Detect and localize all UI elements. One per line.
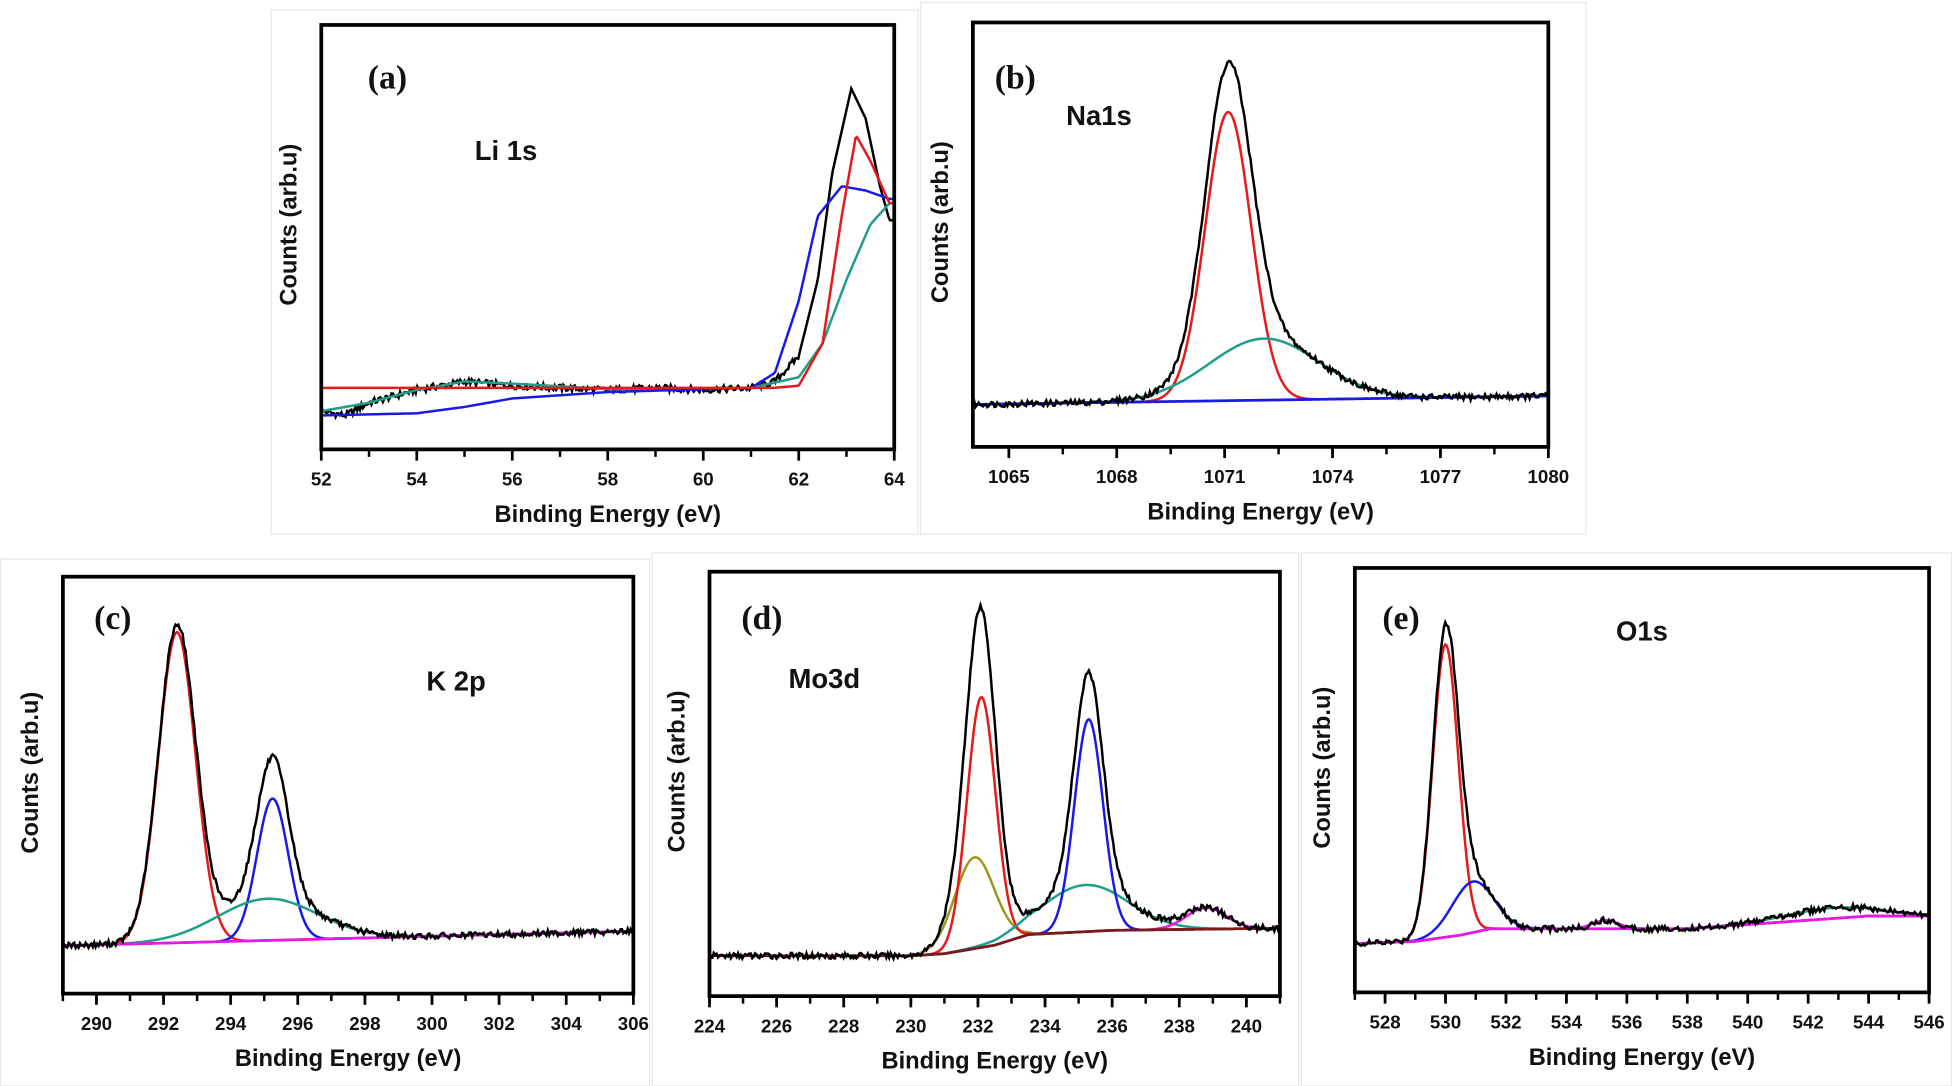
x-tick-label: 542 <box>1793 1012 1824 1033</box>
x-tick-label: 64 <box>884 469 905 490</box>
element-annotation: Na1s <box>1066 100 1132 131</box>
x-axis: 528 530 532 534 536 538 540 542 544 546 <box>1353 992 1945 1033</box>
element-annotation: O1s <box>1616 615 1668 646</box>
x-tick-label: 292 <box>148 1013 179 1034</box>
x-axis-title: Binding Energy (eV) <box>495 502 722 528</box>
x-axis: 52 54 56 58 60 62 64 <box>311 449 905 490</box>
x-tick-label: 546 <box>1913 1012 1944 1033</box>
element-annotation: Li 1s <box>475 135 538 166</box>
x-axis: 1065 1068 1071 1074 1077 1080 <box>988 446 1570 487</box>
panel-label: (a) <box>368 60 407 97</box>
x-tick-label: 306 <box>618 1013 649 1034</box>
x-tick-label: 232 <box>962 1015 993 1036</box>
x-tick-label: 228 <box>828 1015 859 1036</box>
x-tick-label: 532 <box>1490 1012 1521 1033</box>
plot-area <box>61 622 634 951</box>
panel-b: 1065 1068 1071 1074 1077 1080 Binding Energy (… <box>919 1 1587 535</box>
panel-background <box>270 9 919 535</box>
y-axis-title: Counts (arb.u) <box>928 141 954 303</box>
element-annotation: K 2p <box>426 665 486 696</box>
x-tick-label: 294 <box>215 1013 247 1034</box>
x-tick-label: 234 <box>1029 1015 1061 1036</box>
plot-area <box>1353 618 1930 948</box>
y-axis-title: Counts (arb.u) <box>276 144 302 306</box>
x-tick-label: 304 <box>551 1013 583 1034</box>
experimental-spectrum <box>61 622 634 951</box>
x-tick-label: 224 <box>694 1015 726 1036</box>
fit-line-1 <box>321 201 895 413</box>
x-tick-label: 290 <box>81 1013 112 1034</box>
fit-line-3 <box>321 135 895 390</box>
x-axis-title: Binding Energy (eV) <box>1529 1045 1756 1071</box>
x-tick-label: 528 <box>1369 1012 1400 1033</box>
x-tick-label: 530 <box>1430 1012 1461 1033</box>
x-tick-label: 1077 <box>1420 466 1462 487</box>
x-tick-label: 60 <box>693 469 714 490</box>
plot-area <box>708 600 1282 963</box>
panel-label: (c) <box>94 600 131 637</box>
y-axis-title: Counts (arb.u) <box>18 692 44 854</box>
x-tick-label: 52 <box>311 469 332 490</box>
x-tick-label: 62 <box>788 469 809 490</box>
x-axis: 224 226 228 230 232 234 236 238 240 <box>694 996 1282 1036</box>
experimental-spectrum <box>971 59 1550 410</box>
plot-area <box>971 59 1550 410</box>
experimental-spectrum <box>1353 618 1930 948</box>
x-tick-label: 56 <box>502 469 523 490</box>
x-tick-label: 238 <box>1164 1015 1195 1036</box>
x-tick-label: 538 <box>1672 1012 1703 1033</box>
x-tick-label: 298 <box>349 1013 380 1034</box>
plot-frame <box>971 20 1551 449</box>
x-tick-label: 1065 <box>988 466 1030 487</box>
y-axis-title: Counts (arb.u) <box>665 690 691 852</box>
panel-label: (b) <box>995 60 1036 97</box>
panel-background <box>0 558 651 1086</box>
plot-frame <box>61 574 636 996</box>
x-tick-label: 540 <box>1732 1012 1763 1033</box>
panel-c: 290 292 294 296 298 300 302 304 306 Binding Energ… <box>0 558 651 1086</box>
x-tick-label: 1071 <box>1204 466 1246 487</box>
x-tick-label: 544 <box>1853 1012 1885 1033</box>
x-axis-title: Binding Energy (eV) <box>881 1049 1108 1075</box>
x-tick-label: 1074 <box>1312 466 1354 487</box>
panel-a: 52 54 56 58 60 62 64 Binding Energy (eV) Counts … <box>270 9 919 535</box>
x-axis-title: Binding Energy (eV) <box>235 1046 462 1072</box>
x-tick-label: 534 <box>1551 1012 1583 1033</box>
panel-label: (e) <box>1382 600 1419 637</box>
element-annotation: Mo3d <box>788 663 860 694</box>
x-tick-label: 536 <box>1611 1012 1642 1033</box>
x-tick-label: 296 <box>282 1013 313 1034</box>
x-tick-label: 226 <box>761 1015 792 1036</box>
plot-frame <box>707 569 1282 998</box>
x-tick-label: 300 <box>416 1013 447 1034</box>
experimental-spectrum <box>708 600 1282 963</box>
x-tick-label: 54 <box>406 469 427 490</box>
x-tick-label: 1080 <box>1528 466 1570 487</box>
x-tick-label: 58 <box>597 469 618 490</box>
x-tick-label: 1068 <box>1096 466 1138 487</box>
panel-e: 528 530 532 534 536 538 540 542 544 546 Binding En… <box>1300 552 1952 1086</box>
plot-area <box>320 84 895 421</box>
x-axis-title: Binding Energy (eV) <box>1147 499 1374 525</box>
plot-frame <box>1352 566 1931 995</box>
x-tick-label: 230 <box>895 1015 926 1036</box>
fit-line-2 <box>321 185 895 417</box>
x-tick-label: 302 <box>484 1013 515 1034</box>
x-tick-label: 240 <box>1231 1015 1262 1036</box>
x-axis: 290 292 294 296 298 300 302 304 306 <box>61 993 649 1034</box>
panel-d: 224 226 228 230 232 234 236 238 240 Binding Energ… <box>651 552 1300 1086</box>
y-axis-title: Counts (arb.u) <box>1310 687 1336 849</box>
x-tick-label: 236 <box>1097 1015 1128 1036</box>
panel-label: (d) <box>741 600 782 637</box>
